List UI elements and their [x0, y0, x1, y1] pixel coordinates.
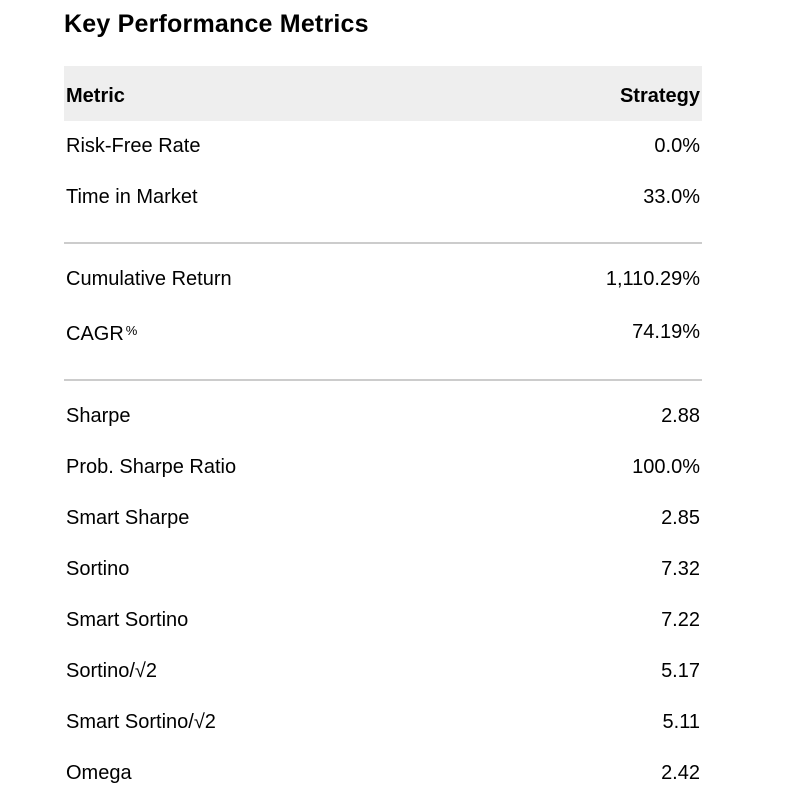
table-row: Smart Sortino 7.22 [64, 595, 702, 646]
table-row: Prob. Sharpe Ratio 100.0% [64, 442, 702, 493]
metric-text: CAGR [66, 323, 124, 345]
table-row: Smart Sortino/√2 5.11 [64, 697, 702, 748]
metric-label: Omega [64, 748, 472, 799]
table-row: Omega 2.42 [64, 748, 702, 799]
section-divider-line [64, 360, 702, 381]
metric-label: Sortino [64, 544, 472, 595]
metric-label: Smart Sortino [64, 595, 472, 646]
metric-text: Omega [66, 762, 132, 784]
metric-text: Cumulative Return [66, 268, 232, 290]
table-row: Time in Market 33.0% [64, 172, 702, 223]
metric-value: 33.0% [643, 186, 700, 208]
section-divider [64, 360, 702, 381]
metric-value: 2.88 [661, 405, 700, 427]
metric-text: Sharpe [66, 405, 131, 427]
table-row: CAGR% 74.19% [64, 305, 702, 360]
metric-value: 100.0% [632, 456, 700, 478]
table-row: Cumulative Return 1,110.29% [64, 243, 702, 305]
metric-value: 74.19% [632, 321, 700, 343]
metric-suffix: % [125, 323, 138, 338]
table-row: Risk-Free Rate 0.0% [64, 121, 702, 172]
metrics-table: Metric Strategy Risk-Free Rate 0.0% Time i… [64, 66, 702, 799]
metrics-report: Key Performance Metrics Metric Strategy … [64, 10, 702, 799]
metric-label: Sortino/√2 [64, 646, 472, 697]
metric-label: Sharpe [64, 380, 472, 442]
metric-label: Time in Market [64, 172, 472, 223]
metric-value: 7.22 [661, 609, 700, 631]
metric-label: CAGR% [64, 305, 472, 360]
table-row: Sharpe 2.88 [64, 380, 702, 442]
metric-text: Prob. Sharpe Ratio [66, 456, 237, 478]
table-row: Sortino 7.32 [64, 544, 702, 595]
metric-label: Smart Sharpe [64, 493, 472, 544]
metric-text: Smart Sharpe [66, 507, 190, 529]
table-row: Sortino/√2 5.17 [64, 646, 702, 697]
header-row: Metric Strategy [64, 66, 702, 121]
metric-value: 2.42 [661, 762, 700, 784]
metric-text: Risk-Free Rate [66, 135, 201, 157]
metrics-table-body: Risk-Free Rate 0.0% Time in Market 33.0% Cum… [64, 121, 702, 799]
metric-text: Smart Sortino [66, 609, 189, 631]
column-header-metric: Metric [64, 66, 472, 121]
metric-value: 2.85 [661, 507, 700, 529]
table-row: Smart Sharpe 2.85 [64, 493, 702, 544]
metric-text: Sortino/√2 [66, 660, 158, 682]
metric-value: 0.0% [654, 135, 700, 157]
metric-value: 5.17 [661, 660, 700, 682]
metric-value: 5.11 [662, 711, 700, 733]
section-divider-line [64, 223, 702, 244]
metric-value: 7.32 [661, 558, 700, 580]
metric-label: Smart Sortino/√2 [64, 697, 472, 748]
metric-label: Prob. Sharpe Ratio [64, 442, 472, 493]
metrics-table-header: Metric Strategy [64, 66, 702, 121]
metric-label: Cumulative Return [64, 243, 472, 305]
metric-text: Time in Market [66, 186, 198, 208]
metric-value: 1,110.29% [605, 268, 700, 290]
metric-text: Smart Sortino/√2 [66, 711, 216, 733]
metric-text: Sortino [66, 558, 130, 580]
metric-label: Risk-Free Rate [64, 121, 472, 172]
page-title: Key Performance Metrics [64, 10, 369, 38]
column-header-strategy: Strategy [471, 66, 702, 121]
section-divider [64, 223, 702, 244]
